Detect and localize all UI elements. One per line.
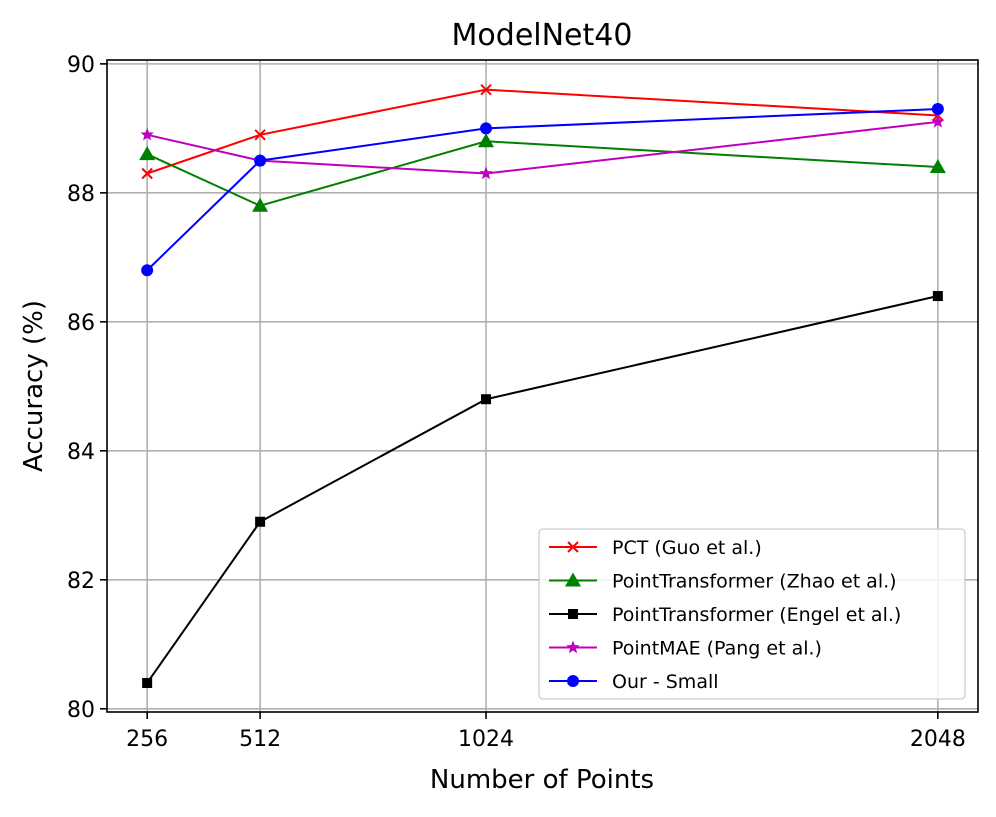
triangle-marker bbox=[139, 146, 156, 161]
star-marker bbox=[479, 166, 493, 180]
series-line bbox=[146, 120, 938, 175]
square-marker bbox=[568, 609, 578, 619]
star-marker bbox=[566, 640, 580, 654]
y-tick-label: 84 bbox=[67, 440, 95, 465]
square-marker bbox=[932, 291, 943, 302]
legend-label: PointTransformer (Engel et al.) bbox=[612, 604, 901, 626]
legend-box bbox=[538, 528, 966, 700]
x-tick-label: 2048 bbox=[910, 727, 966, 752]
marker-stroke bbox=[141, 167, 153, 180]
circle-marker bbox=[480, 122, 493, 135]
legend-label: Our - Small bbox=[612, 671, 719, 693]
series-pointtransformer-engel-et-al- bbox=[142, 291, 943, 688]
x-tick-label: 256 bbox=[126, 727, 168, 752]
series-our-small bbox=[141, 103, 944, 277]
series-line bbox=[146, 108, 938, 271]
star-marker bbox=[931, 114, 945, 128]
series-pointtransformer-zhao-et-al- bbox=[139, 133, 946, 212]
circle-marker bbox=[567, 675, 579, 687]
chart-title: ModelNet40 bbox=[452, 18, 633, 53]
y-tick-label: 86 bbox=[67, 311, 95, 336]
y-axis-label: Accuracy (%) bbox=[19, 300, 49, 472]
legend-entry: PointTransformer (Zhao et al.) bbox=[549, 571, 897, 593]
circle-marker bbox=[254, 154, 267, 167]
series-group bbox=[139, 83, 946, 688]
marker-stroke bbox=[567, 541, 579, 553]
legend-entry: PointMAE (Pang et al.) bbox=[549, 638, 822, 660]
x-marker bbox=[141, 167, 153, 180]
legend: PCT (Guo et al.) PointTransformer (Zhao e… bbox=[538, 528, 966, 700]
legend-entry: PCT (Guo et al.) bbox=[549, 537, 762, 559]
circle-marker bbox=[931, 103, 944, 116]
triangle-marker bbox=[478, 133, 495, 148]
triangle-marker bbox=[565, 572, 581, 587]
series-line bbox=[146, 295, 939, 684]
x-tick-label: 512 bbox=[239, 727, 281, 752]
series-line bbox=[146, 140, 938, 207]
legend-label: PointMAE (Pang et al.) bbox=[612, 638, 822, 660]
marker-stroke bbox=[480, 83, 492, 96]
legend-label: PCT (Guo et al.) bbox=[612, 537, 762, 559]
y-tick-label: 90 bbox=[67, 53, 95, 78]
triangle-marker bbox=[929, 159, 946, 174]
square-marker bbox=[142, 677, 153, 688]
ticks: 256 512 1024 2048 80 82 84 86 88 90 bbox=[67, 53, 966, 752]
x-tick-label: 1024 bbox=[458, 727, 514, 752]
y-tick-label: 82 bbox=[67, 569, 95, 594]
legend-label: PointTransformer (Zhao et al.) bbox=[612, 571, 897, 593]
legend-entry: Our - Small bbox=[549, 671, 719, 693]
y-tick-label: 88 bbox=[67, 182, 95, 207]
x-marker bbox=[567, 541, 579, 553]
square-marker bbox=[481, 394, 492, 405]
triangle-marker bbox=[252, 197, 269, 212]
marker-stroke bbox=[254, 129, 266, 141]
x-marker bbox=[254, 129, 266, 141]
star-marker bbox=[140, 127, 154, 141]
plot-frame bbox=[106, 59, 979, 713]
x-marker bbox=[480, 83, 492, 96]
circle-marker bbox=[141, 264, 154, 277]
x-axis-label: Number of Points bbox=[430, 765, 654, 795]
series-pointmae-pang-et-al- bbox=[140, 114, 945, 180]
y-tick-label: 80 bbox=[67, 698, 95, 723]
legend-entry: PointTransformer (Engel et al.) bbox=[549, 604, 901, 626]
square-marker bbox=[255, 516, 266, 527]
series-line bbox=[146, 88, 938, 175]
